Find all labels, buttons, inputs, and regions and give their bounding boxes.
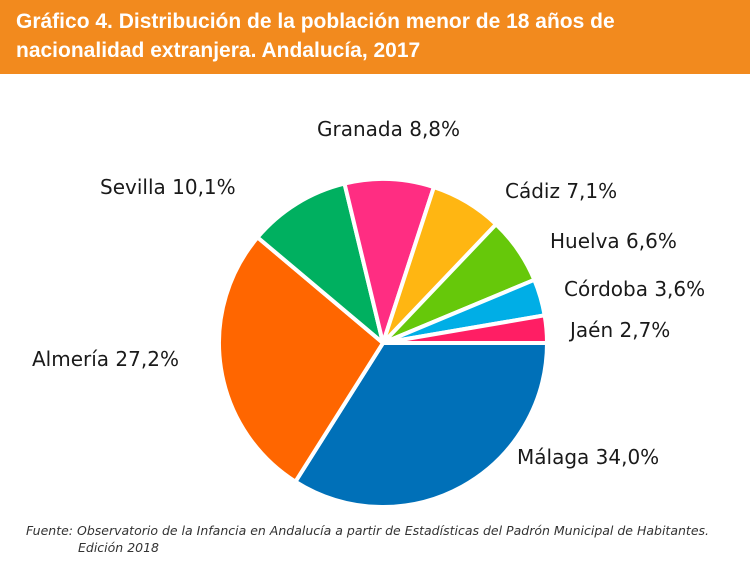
slice-label-cordoba: Córdoba 3,6% bbox=[564, 277, 705, 301]
pie-slice-sevilla bbox=[255, 181, 385, 345]
slice-label-huelva: Huelva 6,6% bbox=[550, 229, 677, 253]
source-line-2: Edición 2018 bbox=[78, 540, 160, 555]
slice-label-jaen: Jaén 2,7% bbox=[568, 318, 670, 342]
slice-label-granada: Granada 8,8% bbox=[317, 117, 460, 141]
slice-label-malaga: Málaga 34,0% bbox=[517, 445, 659, 469]
chart-title: Gráfico 4. Distribución de la población … bbox=[16, 10, 615, 62]
pie-labels: Málaga 34,0% Almería 27,2% Sevilla 10,1% Gr… bbox=[32, 117, 705, 469]
chart-header: Gráfico 4. Distribución de la población … bbox=[0, 0, 750, 74]
slice-label-cadiz: Cádiz 7,1% bbox=[505, 179, 617, 203]
pie-chart: Málaga 34,0% Almería 27,2% Sevilla 10,1% Gr… bbox=[32, 117, 705, 509]
pie-slices bbox=[216, 177, 549, 509]
source-line-1: Fuente: Observatorio de la Infancia en A… bbox=[26, 523, 709, 538]
pie-slice-jaen bbox=[381, 313, 549, 345]
source-note: Fuente: Observatorio de la Infancia en A… bbox=[26, 522, 736, 556]
slice-label-sevilla: Sevilla 10,1% bbox=[100, 175, 236, 199]
slice-label-almeria: Almería 27,2% bbox=[32, 347, 179, 371]
pie-slice-almeria bbox=[216, 235, 385, 484]
pie-chart-area: Málaga 34,0% Almería 27,2% Sevilla 10,1% Gr… bbox=[0, 74, 750, 514]
